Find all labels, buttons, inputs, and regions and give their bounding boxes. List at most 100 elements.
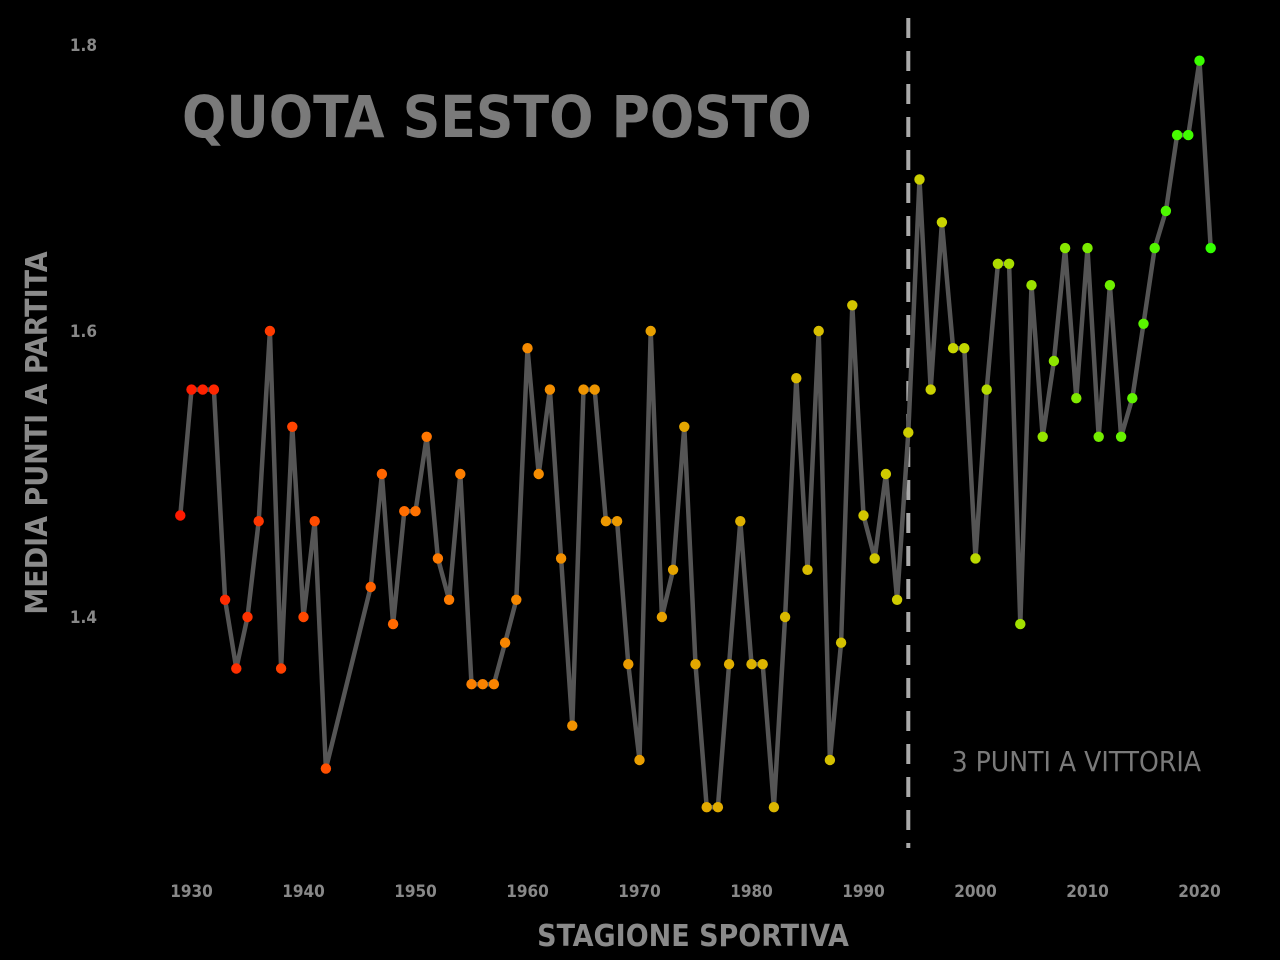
y-axis-title: MEDIA PUNTI A PARTITA	[20, 251, 55, 614]
data-point	[309, 516, 320, 527]
data-point	[1071, 393, 1082, 404]
data-point	[690, 659, 701, 670]
data-point	[365, 581, 376, 593]
data-point	[287, 421, 298, 432]
data-point	[466, 679, 477, 690]
data-point	[667, 564, 679, 575]
data-point	[869, 553, 880, 564]
data-point	[802, 564, 813, 575]
data-point	[858, 510, 869, 521]
data-point	[903, 427, 914, 438]
data-point	[847, 300, 858, 311]
x-tick-label: 1960	[506, 882, 549, 902]
x-tick-label: 2010	[1066, 882, 1109, 902]
data-point	[1183, 129, 1194, 141]
data-point	[477, 679, 488, 690]
data-point	[376, 468, 388, 480]
data-point	[936, 217, 948, 228]
data-point	[197, 384, 208, 395]
data-point	[791, 373, 802, 384]
data-point	[432, 553, 444, 564]
data-point	[891, 594, 903, 605]
data-point	[1115, 431, 1127, 442]
data-point	[399, 506, 410, 517]
data-point	[1160, 205, 1172, 217]
x-tick-label: 1980	[730, 882, 773, 902]
data-point	[320, 763, 332, 774]
x-axis-title: STAGIONE SPORTIVA	[537, 919, 849, 954]
data-point	[757, 659, 768, 670]
data-point	[1003, 258, 1015, 269]
data-point	[634, 754, 645, 766]
data-point	[925, 384, 936, 395]
y-tick-label: 1.6	[70, 322, 97, 342]
data-point	[679, 421, 690, 432]
x-tick-label: 1930	[170, 882, 213, 902]
data-point	[511, 594, 522, 605]
data-point	[589, 384, 600, 395]
data-point	[824, 754, 836, 766]
data-point	[208, 384, 220, 395]
data-point	[768, 802, 780, 813]
data-point	[914, 174, 925, 185]
data-point	[645, 325, 656, 337]
data-point	[242, 611, 253, 623]
y-tick-label: 1.8	[70, 36, 97, 56]
data-point	[600, 516, 612, 527]
data-point	[488, 679, 500, 690]
data-point	[253, 516, 264, 527]
data-point	[712, 802, 724, 813]
x-tick-label: 1990	[842, 882, 885, 902]
data-point	[835, 637, 847, 648]
data-point	[1138, 318, 1149, 329]
data-point	[1127, 393, 1138, 404]
series-line	[178, 58, 1213, 810]
data-point	[533, 468, 544, 480]
data-point	[443, 594, 455, 605]
data-point	[1149, 242, 1160, 254]
data-point	[275, 663, 287, 674]
data-point	[746, 659, 757, 670]
data-point	[219, 594, 231, 605]
data-point	[701, 802, 712, 813]
data-point	[231, 663, 242, 674]
data-point	[567, 720, 578, 731]
data-markers	[175, 55, 1216, 813]
data-point	[1194, 55, 1205, 66]
data-point	[387, 618, 399, 630]
data-point	[779, 611, 791, 623]
data-point	[264, 325, 276, 337]
chart-title: QUOTA SESTO POSTO	[182, 83, 812, 151]
data-point	[735, 516, 746, 527]
annotation-3-punti: 3 PUNTI A VITTORIA	[952, 745, 1202, 778]
data-point	[499, 637, 511, 648]
y-axis-ticks: 1.4 1.6 1.8	[70, 36, 97, 628]
data-point	[1171, 129, 1183, 141]
data-point	[186, 384, 197, 395]
data-point	[1015, 618, 1026, 630]
data-point	[555, 553, 567, 564]
data-point	[1082, 242, 1093, 254]
data-point	[813, 325, 824, 337]
y-tick-label: 1.4	[70, 608, 97, 628]
data-point	[1059, 242, 1071, 254]
data-point	[1048, 355, 1060, 367]
data-point	[611, 516, 623, 527]
data-point	[578, 384, 589, 395]
data-point	[410, 506, 421, 517]
data-point	[723, 659, 735, 670]
data-point	[1093, 431, 1104, 442]
data-point	[1104, 280, 1116, 291]
data-point	[455, 468, 466, 480]
x-tick-label: 1970	[618, 882, 661, 902]
data-point	[175, 510, 186, 521]
data-point	[656, 611, 668, 623]
data-point	[970, 553, 981, 564]
data-point	[421, 431, 432, 442]
data-point	[522, 343, 533, 354]
x-tick-label: 1950	[394, 882, 437, 902]
x-tick-label: 2020	[1178, 882, 1221, 902]
data-point	[981, 384, 992, 395]
data-point	[1026, 280, 1037, 291]
